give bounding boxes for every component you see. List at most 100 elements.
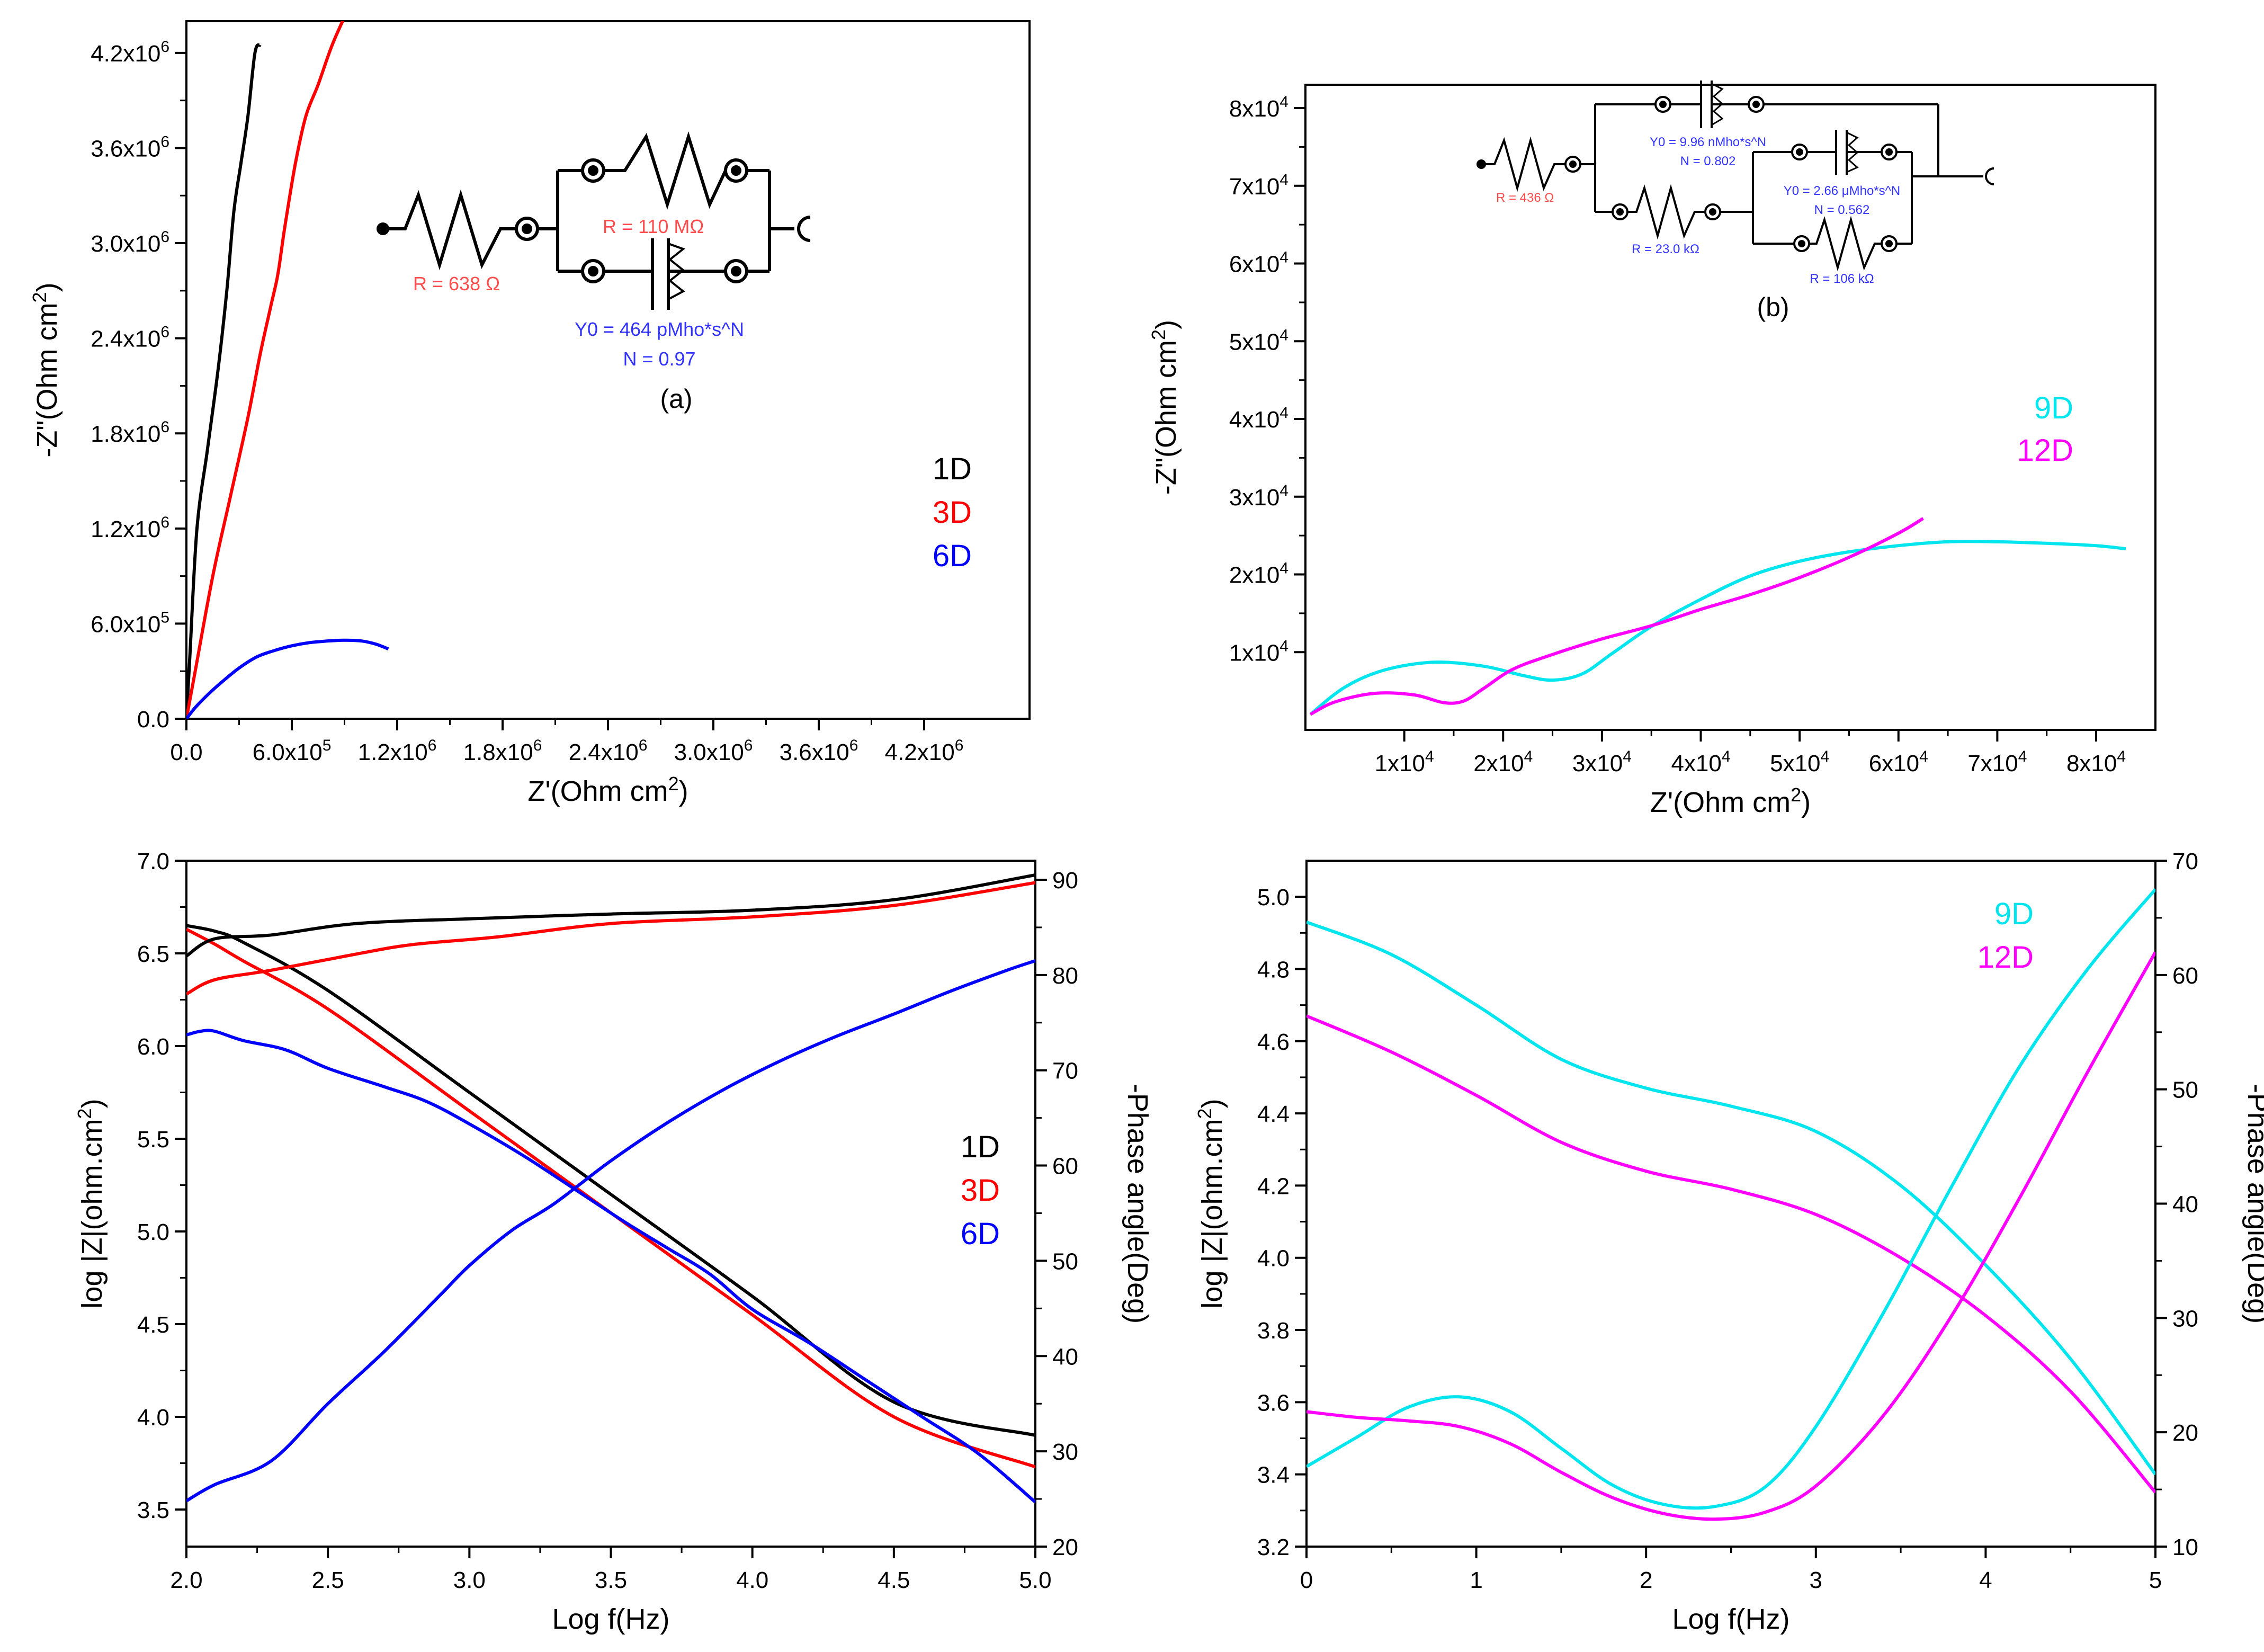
resistor-r3 <box>1809 216 1882 272</box>
y2-tick-label: 40 <box>1052 1344 1078 1370</box>
y-tick-label: 2x104 <box>1229 560 1288 588</box>
circuit-b-y0-1-label: Y0 = 9.96 nMho*s^N <box>1650 135 1766 149</box>
x-tick-label: 2x104 <box>1473 748 1533 776</box>
y-tick-label: 6.0x105 <box>91 609 169 637</box>
series-6D <box>186 638 389 719</box>
circuit-b-r3-label: R = 106 kΩ <box>1810 272 1874 286</box>
y-axis-title: -Z"(Ohm cm2) <box>1148 320 1182 495</box>
circuit-a-y0-label: Y0 = 464 pMho*s^N <box>575 318 744 340</box>
x-tick-label: 4.5 <box>878 1567 910 1593</box>
legend-6D: 6D <box>933 539 972 573</box>
x-tick-label: 1.2x106 <box>358 737 437 765</box>
x-tick-label: 5.0 <box>1019 1567 1051 1593</box>
series-1D-left <box>186 924 1035 1437</box>
x-tick-label: 4 <box>1979 1567 1992 1593</box>
y2-tick-label: 30 <box>1052 1439 1078 1465</box>
y-tick-label: 0.0 <box>137 707 169 733</box>
legend-12D: 12D <box>2017 433 2073 468</box>
legend-6D: 6D <box>961 1217 1000 1251</box>
y-tick-label: 4.6 <box>1257 1029 1290 1055</box>
circuit-a-r1-label: R = 638 Ω <box>413 273 500 294</box>
panel-a-label: (a) <box>660 384 692 414</box>
x-tick-label: 1x104 <box>1375 748 1434 776</box>
x-axis-title: Log f(Hz) <box>552 1603 669 1635</box>
plot-frame <box>1304 84 2156 731</box>
x-tick-label: 6.0x105 <box>253 737 332 765</box>
series-1D <box>186 43 262 719</box>
y-axis-title: log |Z|(ohm.cm2) <box>1194 1099 1228 1308</box>
y-tick-label: 5x104 <box>1229 326 1288 355</box>
y-tick-label: 6.5 <box>137 941 169 967</box>
y2-axis-title: -Phase angle(Deg) <box>2242 1084 2264 1324</box>
x-axis-title: Z'(Ohm cm2) <box>527 773 688 807</box>
y2-tick-label: 60 <box>1052 1154 1078 1180</box>
y2-tick-label: 10 <box>2172 1534 2198 1560</box>
resistor-r1 <box>1481 136 1565 192</box>
resistor-r1 <box>383 189 516 271</box>
x-tick-label: 3.0 <box>453 1567 486 1593</box>
x-tick-label: 4.2x106 <box>885 737 964 765</box>
series-9D <box>1309 540 2126 716</box>
x-tick-label: 2 <box>1640 1567 1652 1593</box>
x-tick-label: 5 <box>2149 1567 2162 1593</box>
x-tick-label: 4x104 <box>1671 748 1730 776</box>
circuit-a-r2-label: R = 110 MΩ <box>603 216 704 237</box>
y2-tick-label: 50 <box>2172 1077 2198 1103</box>
series-3D-right <box>186 881 1035 996</box>
y-tick-label: 5.0 <box>137 1219 169 1245</box>
y-tick-label: 4.0 <box>1257 1246 1290 1272</box>
y-tick-label: 8x104 <box>1229 93 1288 122</box>
y-tick-label: 2.4x106 <box>91 324 169 352</box>
x-tick-label: 3 <box>1810 1567 1822 1593</box>
panel-a-nyquist: 0.0 6.0x105 1.2x106 1.8x106 2.4x106 3.0x106 3.… <box>29 20 1031 807</box>
y-tick-label: 1.8x106 <box>91 418 169 447</box>
x-tick-label: 6x104 <box>1869 748 1928 776</box>
resistor-r2 <box>604 131 727 210</box>
y-tick-label: 3.8 <box>1257 1318 1290 1344</box>
plot-frame <box>185 20 1031 720</box>
y-tick-label: 3.6x106 <box>91 133 169 162</box>
y-tick-label: 5.0 <box>1257 885 1290 910</box>
legend-12D: 12D <box>1977 940 2034 975</box>
y-tick-label: 3.6 <box>1257 1390 1290 1416</box>
y-tick-label: 4.2 <box>1257 1173 1290 1199</box>
x-axis-title: Z'(Ohm cm2) <box>1650 784 1811 818</box>
y-tick-label: 1x104 <box>1229 637 1288 666</box>
circuit-b-y0-2-label: Y0 = 2.66 μMho*s^N <box>1784 184 1901 198</box>
y2-tick-label: 20 <box>2172 1420 2198 1446</box>
y2-tick-label: 70 <box>1052 1058 1078 1084</box>
x-tick-label: 1 <box>1470 1567 1482 1593</box>
y-tick-label: 3.2 <box>1257 1534 1290 1560</box>
legend-3D: 3D <box>961 1173 1000 1208</box>
legend-1D: 1D <box>933 452 972 486</box>
y-tick-label: 4.0 <box>137 1405 169 1431</box>
legend-1D: 1D <box>961 1130 1000 1164</box>
y2-tick-label: 80 <box>1052 963 1078 989</box>
panel-d-bode: 0 1 2 3 4 5 3.2 3.4 3.6 3.8 4.0 4.2 4.4 4.6 4.8 5.0 10 20… <box>1194 849 2264 1635</box>
y2-tick-label: 60 <box>2172 963 2198 989</box>
y-tick-label: 4.5 <box>137 1312 169 1338</box>
y2-tick-label: 20 <box>1052 1534 1078 1560</box>
x-tick-label: 2.4x106 <box>569 737 648 765</box>
y-tick-label: 5.5 <box>137 1127 169 1153</box>
equivalent-circuit-a <box>377 131 811 310</box>
y-tick-label: 3.5 <box>137 1497 169 1523</box>
y-tick-label: 4.8 <box>1257 957 1290 983</box>
x-tick-label: 2.0 <box>170 1567 202 1593</box>
resistor-r2 <box>1627 184 1705 240</box>
series-6D-left <box>186 1029 1035 1504</box>
y-tick-label: 4.4 <box>1257 1101 1290 1127</box>
x-tick-label: 1.8x106 <box>463 737 542 765</box>
series-3D-left <box>186 927 1035 1469</box>
y-tick-label: 4.2x106 <box>91 38 169 67</box>
x-tick-label: 5x104 <box>1770 748 1829 776</box>
series-9D-right <box>1307 888 2155 1510</box>
y-tick-label: 3x104 <box>1229 482 1288 511</box>
y-tick-label: 3.4 <box>1257 1462 1290 1488</box>
x-tick-label: 2.5 <box>312 1567 344 1593</box>
x-tick-label: 0 <box>1300 1567 1313 1593</box>
x-axis-title: Log f(Hz) <box>1672 1603 1789 1635</box>
x-tick-label: 7x104 <box>1967 748 2027 776</box>
panel-c-bode: 2.0 2.5 3.0 3.5 4.0 4.5 5.0 3.5 4.0 4.5 5.0 5.5 6.0 6… <box>74 849 1153 1635</box>
circuit-b-r2-label: R = 23.0 kΩ <box>1632 242 1699 256</box>
